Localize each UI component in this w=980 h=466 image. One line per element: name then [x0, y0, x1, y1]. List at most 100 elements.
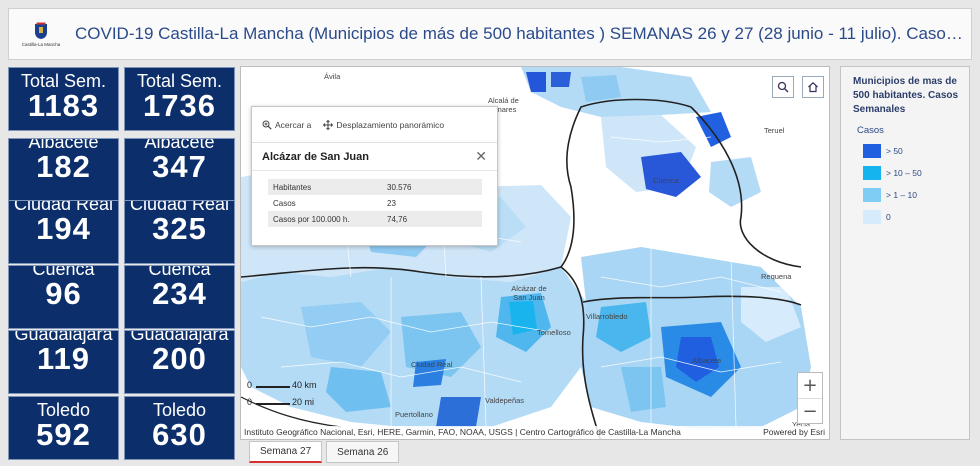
- stat-tile-guadalajara-week26[interactable]: Guadalajara 119: [8, 330, 119, 394]
- powered-by-esri[interactable]: Powered by Esri: [763, 427, 825, 437]
- stat-tile-toledo-week26[interactable]: Toledo 592: [8, 396, 119, 460]
- stat-label: Cuenca: [148, 265, 211, 279]
- legend-item-label: > 10 – 50: [886, 168, 922, 178]
- stat-label: Guadalajara: [14, 330, 113, 344]
- stat-value: 194: [36, 211, 91, 246]
- stat-tile-total-week26[interactable]: Total Sem. 1183: [8, 67, 119, 131]
- popup-actions: Acercar a Desplazamiento panorámico: [252, 107, 497, 143]
- stat-label: Ciudad Real: [13, 200, 114, 214]
- close-icon[interactable]: ✕: [475, 148, 487, 165]
- stat-label: Toledo: [36, 400, 91, 420]
- stat-tile-cuenca-week27[interactable]: Cuenca 234: [124, 265, 235, 329]
- attribution-text: Instituto Geográfico Nacional, Esri, HER…: [244, 427, 681, 437]
- legend-swatch: [863, 144, 881, 158]
- stat-value: 1183: [27, 88, 100, 123]
- scale-zero-mi: 0: [247, 397, 253, 407]
- map-label-valdepenas: Valdepeñas: [485, 396, 525, 405]
- stat-value: 96: [45, 276, 82, 311]
- stat-value: 200: [152, 341, 207, 376]
- zoom-in-button[interactable]: +: [802, 375, 818, 396]
- popup-zoom-to[interactable]: Acercar a: [262, 120, 311, 130]
- stat-tile-guadalajara-week27[interactable]: Guadalajara 200: [124, 330, 235, 394]
- stat-tile-ciudad-real-week27[interactable]: Ciudad Real 325: [124, 200, 235, 264]
- tab-semana-26[interactable]: Semana 26: [326, 441, 400, 463]
- legend-item: > 1 – 10: [863, 188, 961, 202]
- stat-value: 325: [152, 211, 207, 246]
- table-row: Casos por 100.000 h. 74,76: [268, 211, 482, 227]
- legend-swatch: [863, 188, 881, 202]
- zoom-out-button[interactable]: −: [798, 398, 822, 423]
- stat-value: 1736: [143, 88, 216, 123]
- week-tabs: Semana 27 Semana 26: [249, 441, 403, 463]
- crest-icon: [35, 22, 47, 39]
- map-label-avila: Ávila: [324, 72, 341, 81]
- field-value: 23: [387, 198, 396, 208]
- popup-pan[interactable]: Desplazamiento panorámico: [323, 119, 445, 130]
- map-label-puertollano: Puertollano: [395, 410, 433, 419]
- stat-tile-ciudad-real-week26[interactable]: Ciudad Real 194: [8, 200, 119, 264]
- tab-semana-27[interactable]: Semana 27: [249, 441, 323, 463]
- legend-title: Municipios de mas de 500 habitantes. Cas…: [853, 76, 959, 115]
- scale-mi: 20 mi: [292, 397, 315, 407]
- field-name: Casos: [273, 198, 296, 208]
- table-row: Habitantes 30.576: [268, 179, 482, 195]
- scale-km: 40 km: [292, 380, 317, 390]
- dashboard-title: COVID-19 Castilla-La Mancha (Municipios …: [75, 24, 965, 43]
- map-label-alcala: Alcalá de Henares: [488, 96, 519, 114]
- field-name: Casos por 100.000 h.: [273, 214, 350, 224]
- popup-title: Alcázar de San Juan: [262, 150, 369, 163]
- home-icon: [808, 81, 818, 93]
- stat-value: 592: [36, 417, 91, 452]
- stat-label: Cuenca: [32, 265, 95, 279]
- map-attribution: Instituto Geográfico Nacional, Esri, HER…: [241, 426, 829, 439]
- dashboard-header: Castilla-La Mancha COVID-19 Castilla-La …: [8, 8, 972, 60]
- legend-item: > 10 – 50: [863, 166, 961, 180]
- map-search-button[interactable]: [772, 76, 794, 98]
- stat-label: Total Sem.: [136, 71, 223, 91]
- stat-tile-toledo-week27[interactable]: Toledo 630: [124, 396, 235, 460]
- stat-value: 347: [152, 149, 207, 184]
- legend-item-label: > 50: [886, 146, 903, 156]
- table-row: Casos 23: [268, 195, 482, 211]
- popup-header: Alcázar de San Juan ✕: [252, 143, 497, 171]
- map-label-ciudad-real: Ciudad Real: [411, 360, 453, 369]
- stat-tile-albacete-week27[interactable]: Albacete 347: [124, 138, 235, 202]
- stat-label: Albacete: [28, 138, 99, 152]
- legend-subtitle: Casos: [857, 125, 884, 136]
- map-home-button[interactable]: [802, 76, 824, 98]
- stat-tile-cuenca-week26[interactable]: Cuenca 96: [8, 265, 119, 329]
- field-value: 74,76: [387, 214, 408, 224]
- popup-attribute-table: Habitantes 30.576 Casos 23 Casos por 100…: [268, 179, 482, 227]
- stat-value: 234: [152, 276, 207, 311]
- search-icon: [777, 81, 789, 93]
- map-label-requena: Requena: [761, 272, 792, 281]
- legend-swatch: [863, 210, 881, 224]
- scale-zero: 0: [247, 380, 253, 390]
- stat-label: Albacete: [144, 138, 215, 152]
- map-scalebar: 0 40 km 0 20 mi: [247, 380, 317, 407]
- map-label-yecla: Yecla: [792, 420, 811, 429]
- stat-value: 119: [36, 341, 90, 376]
- map-label-alcazar: Alcázar de San Juan: [511, 284, 547, 302]
- stat-label: Guadalajara: [130, 330, 229, 344]
- choropleth-map[interactable]: Ávila Alcalá de Henares Teruel Cuenca Re…: [240, 66, 830, 440]
- zoom-to-label: Acercar a: [275, 119, 312, 130]
- logo-text: Castilla-La Mancha: [21, 41, 61, 47]
- zoom-to-icon: [262, 120, 272, 130]
- stat-value: 630: [152, 417, 207, 452]
- map-label-teruel: Teruel: [764, 126, 785, 135]
- stat-label: Ciudad Real: [129, 200, 230, 214]
- pan-icon: [323, 119, 334, 130]
- map-label-cuenca: Cuenca: [653, 176, 679, 185]
- field-value: 30.576: [387, 182, 412, 192]
- legend-swatch: [863, 166, 881, 180]
- field-name: Habitantes: [273, 182, 312, 192]
- castilla-la-mancha-logo: Castilla-La Mancha: [19, 12, 63, 56]
- map-label-villarrobledo: Villarrobledo: [586, 312, 628, 321]
- zoom-control: + −: [797, 372, 823, 424]
- pan-label: Desplazamiento panorámico: [336, 119, 445, 130]
- stat-value: 182: [36, 149, 91, 184]
- stat-tile-total-week27[interactable]: Total Sem. 1736: [124, 67, 235, 131]
- map-legend: Municipios de mas de 500 habitantes. Cas…: [840, 66, 970, 440]
- stat-tile-albacete-week26[interactable]: Albacete 182: [8, 138, 119, 202]
